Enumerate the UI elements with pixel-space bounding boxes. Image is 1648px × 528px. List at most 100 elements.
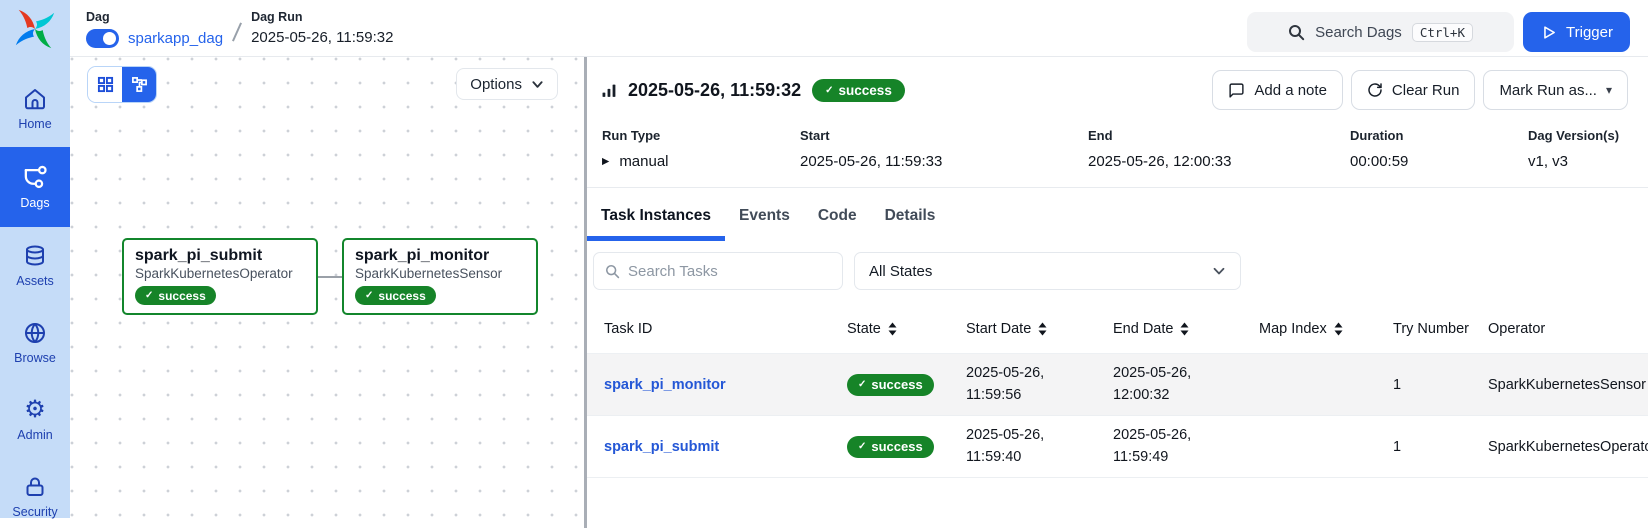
mark-run-as-label: Mark Run as... bbox=[1499, 81, 1597, 99]
dag-run-timestamp: 2025-05-26, 11:59:32 bbox=[251, 29, 394, 46]
breadcrumb-separator bbox=[232, 22, 243, 42]
expand-caret-icon[interactable]: ▶ bbox=[602, 156, 610, 167]
check-icon: ✓ bbox=[145, 290, 154, 301]
task-node-spark-pi-submit[interactable]: spark_pi_submit SparkKubernetesOperator … bbox=[122, 238, 318, 315]
trigger-button-label: Trigger bbox=[1566, 23, 1613, 41]
check-icon: ✓ bbox=[825, 84, 834, 96]
search-dags-placeholder: Search Dags bbox=[1315, 23, 1402, 41]
section-divider bbox=[587, 187, 1648, 188]
search-tasks-input[interactable] bbox=[628, 262, 831, 280]
try-number-cell: 1 bbox=[1393, 376, 1402, 393]
grid-view-icon bbox=[97, 76, 113, 93]
table-row: spark_pi_submit ✓ success 2025-05-26, 11… bbox=[587, 416, 1648, 478]
tab-details[interactable]: Details bbox=[884, 207, 936, 224]
dag-versions-label: Dag Version(s) bbox=[1528, 128, 1620, 143]
breadcrumb-dag-run: Dag Run 2025-05-26, 11:59:32 bbox=[251, 0, 393, 48]
check-icon: ✓ bbox=[858, 441, 867, 452]
chevron-down-icon bbox=[532, 80, 543, 88]
panel-resize-handle[interactable] bbox=[584, 57, 587, 528]
table-row: spark_pi_monitor ✓ success 2025-05-26, 1… bbox=[587, 354, 1648, 416]
column-header-state[interactable]: State bbox=[847, 321, 966, 337]
search-dags-input[interactable]: Search Dags Ctrl+K bbox=[1247, 12, 1515, 52]
table-header-row: Task ID State Start Date End Date Map In… bbox=[587, 304, 1648, 354]
end-date-cell: 2025-05-26, 12:00:32 bbox=[1113, 365, 1192, 403]
task-node-operator: SparkKubernetesSensor bbox=[355, 266, 503, 281]
check-icon: ✓ bbox=[365, 290, 374, 301]
task-filters: All States bbox=[593, 252, 1648, 290]
sort-icon bbox=[1180, 322, 1189, 335]
search-icon bbox=[1289, 24, 1305, 40]
trigger-button[interactable]: Trigger bbox=[1523, 12, 1630, 52]
column-header-start-date[interactable]: Start Date bbox=[966, 321, 1113, 337]
mark-run-as-button[interactable]: Mark Run as... ▾ bbox=[1483, 70, 1628, 110]
chevron-down-icon bbox=[1213, 267, 1225, 275]
top-actions: Search Dags Ctrl+K Trigger bbox=[1247, 0, 1630, 52]
end-label: End bbox=[1088, 128, 1113, 143]
tab-code[interactable]: Code bbox=[817, 207, 857, 224]
dag-graph-panel[interactable]: Options spark_pi_submit SparkKubernetesO… bbox=[70, 57, 584, 518]
column-header-operator: Operator bbox=[1488, 320, 1546, 337]
task-node-title: spark_pi_submit bbox=[135, 247, 263, 264]
airflow-logo[interactable] bbox=[0, 0, 70, 57]
sidebar-item-home[interactable]: Home bbox=[0, 70, 70, 147]
dag-name-link[interactable]: sparkapp_dag bbox=[128, 30, 224, 47]
status-badge-label: success bbox=[871, 439, 923, 454]
sidebar-item-dags[interactable]: Dags bbox=[0, 147, 70, 227]
operator-cell: SparkKubernetesOperator bbox=[1488, 438, 1648, 455]
tab-task-instances[interactable]: Task Instances bbox=[587, 200, 725, 241]
run-type-label: Run Type bbox=[602, 128, 661, 143]
sidebar-item-security[interactable]: Security bbox=[0, 458, 70, 528]
start-date-cell: 2025-05-26, 11:59:40 bbox=[966, 427, 1045, 465]
dag-run-label: Dag Run bbox=[251, 10, 303, 24]
search-icon bbox=[605, 264, 620, 278]
dag-pause-toggle[interactable] bbox=[86, 29, 119, 48]
end-column: End 2025-05-26, 12:00:33 bbox=[1088, 128, 1350, 170]
home-icon bbox=[25, 88, 45, 109]
graph-view-button[interactable] bbox=[122, 67, 156, 102]
play-icon bbox=[1544, 25, 1555, 39]
duration-label: Duration bbox=[1350, 128, 1404, 143]
column-label: Start Date bbox=[966, 320, 1032, 337]
note-icon bbox=[1229, 82, 1244, 98]
search-tasks-field bbox=[593, 252, 843, 290]
state-filter-select[interactable]: All States bbox=[854, 252, 1241, 290]
sort-icon bbox=[888, 322, 897, 335]
breadcrumb-dag: Dag sparkapp_dag bbox=[86, 0, 223, 48]
column-header-map-index[interactable]: Map Index bbox=[1259, 321, 1393, 337]
task-node-operator: SparkKubernetesOperator bbox=[135, 266, 293, 281]
gear-icon: ⚙ bbox=[24, 395, 46, 423]
add-note-button[interactable]: Add a note bbox=[1212, 70, 1343, 110]
sidebar-item-assets[interactable]: Assets bbox=[0, 227, 70, 304]
top-bar: Dag sparkapp_dag Dag Run 2025-05-26, 11:… bbox=[70, 0, 1648, 57]
sidebar-item-label: Assets bbox=[16, 273, 54, 288]
column-label: State bbox=[847, 320, 881, 337]
end-value: 2025-05-26, 12:00:33 bbox=[1088, 153, 1232, 170]
column-header-task-id: Task ID bbox=[604, 320, 653, 337]
start-label: Start bbox=[800, 128, 830, 143]
duration-value: 00:00:59 bbox=[1350, 153, 1409, 170]
task-node-spark-pi-monitor[interactable]: spark_pi_monitor SparkKubernetesSensor ✓… bbox=[342, 238, 538, 315]
clear-run-label: Clear Run bbox=[1391, 81, 1460, 99]
keyboard-shortcut-badge: Ctrl+K bbox=[1411, 22, 1473, 42]
run-actions: Add a note Clear Run Mark Run as... ▾ bbox=[1212, 70, 1628, 110]
task-id-link[interactable]: spark_pi_submit bbox=[604, 438, 720, 455]
status-badge: ✓ success bbox=[355, 286, 436, 305]
view-switcher bbox=[87, 66, 157, 103]
column-header-end-date[interactable]: End Date bbox=[1113, 321, 1259, 337]
start-value: 2025-05-26, 11:59:33 bbox=[800, 153, 943, 170]
column-label: Map Index bbox=[1259, 320, 1327, 337]
grid-view-button[interactable] bbox=[88, 67, 122, 102]
task-id-link[interactable]: spark_pi_monitor bbox=[604, 376, 726, 393]
operator-cell: SparkKubernetesSensor bbox=[1488, 376, 1646, 393]
tab-events[interactable]: Events bbox=[739, 207, 790, 224]
sidebar-item-admin[interactable]: ⚙ Admin bbox=[0, 381, 70, 458]
clear-run-button[interactable]: Clear Run bbox=[1350, 70, 1476, 110]
sidebar-item-label: Browse bbox=[14, 350, 56, 365]
graph-options-button[interactable]: Options bbox=[456, 68, 558, 100]
sidebar-item-label: Admin bbox=[17, 427, 53, 442]
run-info-row: Run Type ▶ manual Start 2025-05-26, 11:5… bbox=[602, 128, 1648, 170]
lock-icon bbox=[26, 477, 44, 496]
caret-down-icon: ▾ bbox=[1605, 83, 1612, 97]
sidebar-item-browse[interactable]: Browse bbox=[0, 304, 70, 381]
detail-tabs: Task Instances Events Code Details bbox=[587, 200, 1648, 241]
